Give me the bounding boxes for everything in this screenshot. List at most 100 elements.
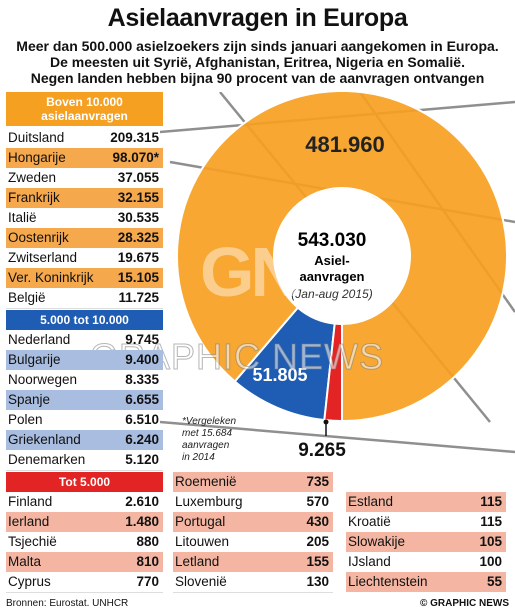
country-name: Finland (8, 494, 53, 509)
country-name: Slovenië (175, 574, 227, 589)
subtitle-line: Negen landen hebben bijna 90 procent van… (30, 70, 485, 86)
group-heading-line: asielaanvragen (41, 109, 128, 123)
country-row: Liechtenstein 55 (346, 572, 506, 592)
country-row: Oostenrijk 28.325 (6, 228, 163, 248)
country-row: Kroatië 115 (346, 512, 506, 533)
country-row: Cyprus 770 (6, 572, 163, 593)
country-value: 32.155 (117, 190, 159, 205)
country-value: 130 (306, 574, 329, 589)
footnote-line: in 2014 (182, 452, 215, 463)
country-value: 9.745 (125, 332, 159, 347)
country-value: 2.610 (125, 494, 159, 509)
country-value: 735 (306, 474, 329, 489)
country-value: 55 (486, 574, 502, 589)
page-title: Asielaanvragen in Europa (107, 4, 408, 32)
country-value: 205 (306, 534, 329, 549)
country-value: 5.120 (125, 452, 159, 467)
country-name: Litouwen (175, 534, 230, 549)
country-name: Polen (8, 412, 43, 427)
country-name: Hongarije (8, 150, 66, 165)
country-row: Bulgarije 9.400 (6, 350, 163, 370)
country-name: Frankrijk (8, 190, 60, 205)
slice-label-over-10000: 481.960 (305, 132, 385, 157)
country-name: Slowakije (348, 534, 406, 549)
country-name: Roemenië (175, 474, 237, 489)
country-row: Noorwegen 8.335 (6, 370, 163, 391)
country-name: Italië (8, 210, 37, 225)
country-row: Estland 115 (346, 492, 506, 512)
country-row: IJsland 100 (346, 552, 506, 573)
country-name: Denemarken (8, 452, 86, 467)
country-row: Hongarije 98.070* (6, 148, 163, 168)
country-name: Letland (175, 554, 220, 569)
country-name: Noorwegen (8, 372, 78, 387)
group-heading-over-10000: Boven 10.000 asielaanvragen (6, 92, 163, 126)
country-row: Letland 155 (173, 552, 333, 572)
country-name: Zweden (8, 170, 57, 185)
country-row: Zweden 37.055 (6, 168, 163, 189)
country-row: Duitsland 209.315 (6, 128, 163, 149)
country-name: Bulgarije (8, 352, 61, 367)
country-value: 1.480 (125, 514, 159, 529)
donut-hole (275, 189, 409, 323)
country-row: Spanje 6.655 (6, 390, 163, 410)
country-name: Griekenland (8, 432, 81, 447)
donut-center-value: 543.030 (298, 230, 367, 251)
country-row: Luxemburg 570 (173, 492, 333, 513)
footnote-line: *Vergeleken (182, 416, 237, 427)
country-row: Ver. Koninkrijk 15.105 (6, 268, 163, 288)
donut-center-label: aanvragen (299, 269, 364, 284)
country-value: 8.335 (125, 372, 159, 387)
country-row: Griekenland 6.240 (6, 430, 163, 450)
country-value: 6.655 (125, 392, 159, 407)
country-name: Ierland (8, 514, 50, 529)
subtitle-line: Meer dan 500.000 asielzoekers zijn sinds… (16, 38, 499, 54)
country-row: Denemarken 5.120 (6, 450, 163, 471)
watermark-logo: GN (200, 233, 301, 311)
slice-label-under-5000: 9.265 (298, 440, 346, 461)
country-value: 6.240 (125, 432, 159, 447)
country-value: 6.510 (125, 412, 159, 427)
country-value: 100 (479, 554, 502, 569)
country-row: Slovenië 130 (173, 572, 333, 593)
country-row: Ierland 1.480 (6, 512, 163, 532)
group-heading-line: Boven 10.000 (46, 95, 123, 109)
country-name: IJsland (348, 554, 391, 569)
slice-leader-dot (323, 419, 329, 425)
donut-center-period: (Jan-aug 2015) (291, 287, 372, 301)
donut-chart: 543.030 Asiel-aanvragen (Jan-aug 2015) 481.… (160, 92, 515, 461)
country-row: Polen 6.510 (6, 410, 163, 431)
country-value: 115 (480, 494, 502, 509)
country-name: Ver. Koninkrijk (8, 270, 94, 285)
subtitle: Meer dan 500.000 asielzoekers zijn sinds… (0, 38, 515, 86)
country-name: Estland (348, 494, 394, 509)
donut-slice-under-5000 (323, 322, 343, 423)
group-heading-5000-10000: 5.000 tot 10.000 (6, 310, 163, 330)
country-name: Malta (8, 554, 42, 569)
country-value: 880 (136, 534, 159, 549)
country-row: Slowakije 105 (346, 532, 506, 552)
country-row: Tsjechië 880 (6, 532, 163, 553)
country-value: 770 (136, 574, 159, 589)
country-row: Finland 2.610 (6, 492, 163, 513)
country-value: 570 (306, 494, 329, 509)
country-row: Malta 810 (6, 552, 163, 572)
country-row: Nederland 9.745 (6, 330, 163, 351)
credit: © GRAPHIC NEWS (419, 598, 509, 609)
country-name: Tsjechië (8, 534, 57, 549)
country-row: België 11.725 (6, 288, 163, 309)
country-name: Liechtenstein (348, 574, 428, 589)
country-row: Roemenië 735 (173, 472, 333, 492)
country-name: Luxemburg (175, 494, 243, 509)
country-name: Oostenrijk (8, 230, 69, 245)
slice-label-5000-10000: 51.805 (252, 365, 307, 385)
country-value: 15.105 (117, 270, 159, 285)
country-value: 30.535 (117, 210, 159, 225)
country-value: 98.070* (112, 150, 159, 165)
donut-slice-over-10000 (176, 92, 508, 423)
country-name: België (8, 290, 46, 305)
country-value: 115 (480, 514, 502, 529)
footnote-line: aanvragen (182, 440, 230, 451)
country-name: Cyprus (8, 574, 51, 589)
country-name: Zwitserland (8, 250, 78, 265)
